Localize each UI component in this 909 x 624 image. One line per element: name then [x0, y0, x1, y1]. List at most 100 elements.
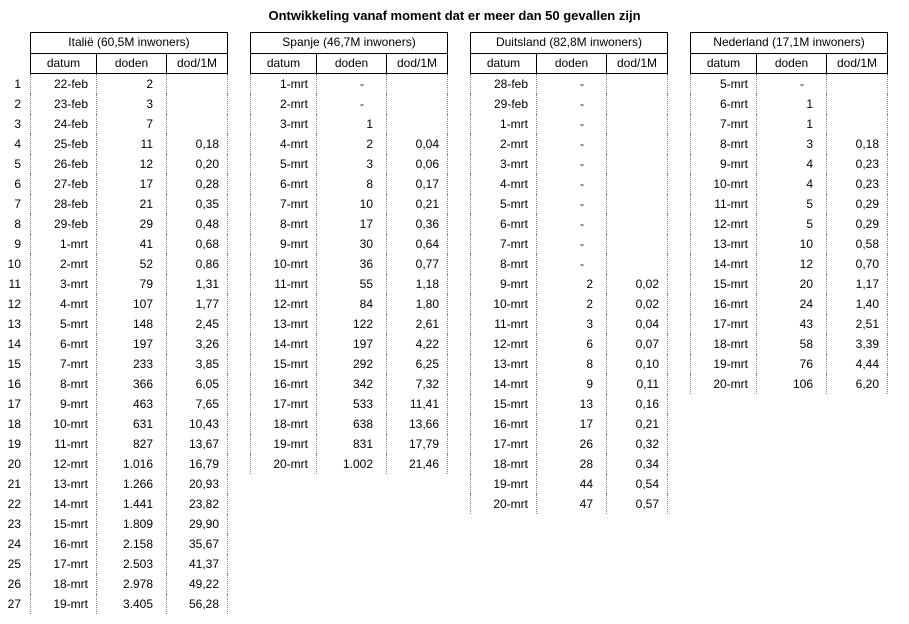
cell: 10-mrt: [30, 414, 96, 434]
cell: -: [536, 234, 606, 254]
cell: 1-mrt: [30, 234, 96, 254]
cell: -: [536, 134, 606, 154]
cell: 5: [756, 194, 826, 214]
cell: -: [536, 174, 606, 194]
cell: 11-mrt: [690, 194, 756, 214]
cell: 18-mrt: [690, 334, 756, 354]
cell: 2.158: [96, 534, 166, 554]
cell: 7: [96, 114, 166, 134]
cell: 0,86: [166, 254, 228, 274]
table-row: 28-feb -: [470, 74, 668, 94]
table-row: 24-feb 7: [30, 114, 228, 134]
cell: 0,23: [826, 154, 888, 174]
cell: 55: [316, 274, 386, 294]
cell: 18-mrt: [30, 574, 96, 594]
cell: 10-mrt: [470, 294, 536, 314]
cell: 3-mrt: [30, 274, 96, 294]
data-table: Italië (60,5M inwoners) datum doden dod/1M 2…: [30, 32, 228, 614]
table-title: Italië (60,5M inwoners): [30, 32, 228, 53]
row-number: 17: [7, 397, 21, 411]
table-title: Duitsland (82,8M inwoners): [470, 32, 668, 53]
table-title: Nederland (17,1M inwoners): [690, 32, 888, 53]
cell: 41: [96, 234, 166, 254]
cell: 1.002: [316, 454, 386, 474]
cell: 35,67: [166, 534, 228, 554]
cell: 1-mrt: [250, 74, 316, 94]
cell: 84: [316, 294, 386, 314]
cell: 4: [756, 154, 826, 174]
cell: 9-mrt: [690, 154, 756, 174]
cell: 831: [316, 434, 386, 454]
row-number: 26: [7, 577, 21, 591]
table-row: 11-mrt 3 0,04: [470, 314, 668, 334]
cell: 4,22: [386, 334, 448, 354]
cell: 106: [756, 374, 826, 394]
table-row: 18-mrt 2.978 49,22: [30, 574, 228, 594]
row-number: 4: [14, 137, 21, 151]
cell: 29-feb: [470, 94, 536, 114]
cell: 17: [96, 174, 166, 194]
cell: 3-mrt: [470, 154, 536, 174]
cell: 0,32: [606, 434, 668, 454]
table-row: 4-mrt 107 1,77: [30, 294, 228, 314]
cell: 1.266: [96, 474, 166, 494]
cell: 18-mrt: [250, 414, 316, 434]
header-row: datum doden dod/1M: [250, 53, 448, 74]
cell: 13-mrt: [690, 234, 756, 254]
cell: 20-mrt: [470, 494, 536, 514]
cell: 1,77: [166, 294, 228, 314]
table-row: 5-mrt -: [690, 74, 888, 94]
cell: -: [536, 194, 606, 214]
cell: 28: [536, 454, 606, 474]
cell: -: [536, 214, 606, 234]
cell: [606, 114, 668, 134]
row-number-gutter: 1 2 3 4 5 6 7 8 9 10 11 12 13 14 15 16 17 18 19 20 21 22 23 24 2…: [4, 32, 30, 614]
cell: 463: [96, 394, 166, 414]
cell: 43: [756, 314, 826, 334]
cell: 0,11: [606, 374, 668, 394]
cell: 20-mrt: [690, 374, 756, 394]
row-number: 9: [14, 237, 21, 251]
row-number: 10: [7, 257, 21, 271]
cell: 6-mrt: [250, 174, 316, 194]
table-row: 5-mrt 3 0,06: [250, 154, 448, 174]
cell: 13,67: [166, 434, 228, 454]
table-row: 15-mrt 292 6,25: [250, 354, 448, 374]
cell: [606, 214, 668, 234]
cell: 16-mrt: [250, 374, 316, 394]
row-number: 20: [7, 457, 21, 471]
cell: [826, 94, 888, 114]
cell: 827: [96, 434, 166, 454]
row-number: 27: [7, 597, 21, 611]
cell: 6-mrt: [690, 94, 756, 114]
table-row: 7-mrt -: [470, 234, 668, 254]
cell: 17,79: [386, 434, 448, 454]
table-row: 17-mrt 533 11,41: [250, 394, 448, 414]
table-row: 9-mrt 30 0,64: [250, 234, 448, 254]
cell: 1: [316, 114, 386, 134]
cell: 4-mrt: [250, 134, 316, 154]
cell: -: [536, 114, 606, 134]
table-row: 16-mrt 24 1,40: [690, 294, 888, 314]
cell: 4,44: [826, 354, 888, 374]
table-row: 15-mrt 1.809 29,90: [30, 514, 228, 534]
row-number: 5: [14, 157, 21, 171]
cell: 5-mrt: [690, 74, 756, 94]
column-header: datum: [690, 53, 756, 74]
row-number: 6: [14, 177, 21, 191]
cell: 56,28: [166, 594, 228, 614]
cell: 24-feb: [30, 114, 96, 134]
table-row: 2-mrt -: [250, 94, 448, 114]
cell: 0,29: [826, 214, 888, 234]
cell: 20,93: [166, 474, 228, 494]
cell: 0,17: [386, 174, 448, 194]
cell: 1: [756, 94, 826, 114]
cell: 107: [96, 294, 166, 314]
cell: 12: [96, 154, 166, 174]
table-row: 10-mrt 2 0,02: [470, 294, 668, 314]
cell: 16,79: [166, 454, 228, 474]
cell: 49,22: [166, 574, 228, 594]
cell: 8-mrt: [30, 374, 96, 394]
data-table: Duitsland (82,8M inwoners) datum doden dod/…: [470, 32, 668, 514]
cell: 11,41: [386, 394, 448, 414]
